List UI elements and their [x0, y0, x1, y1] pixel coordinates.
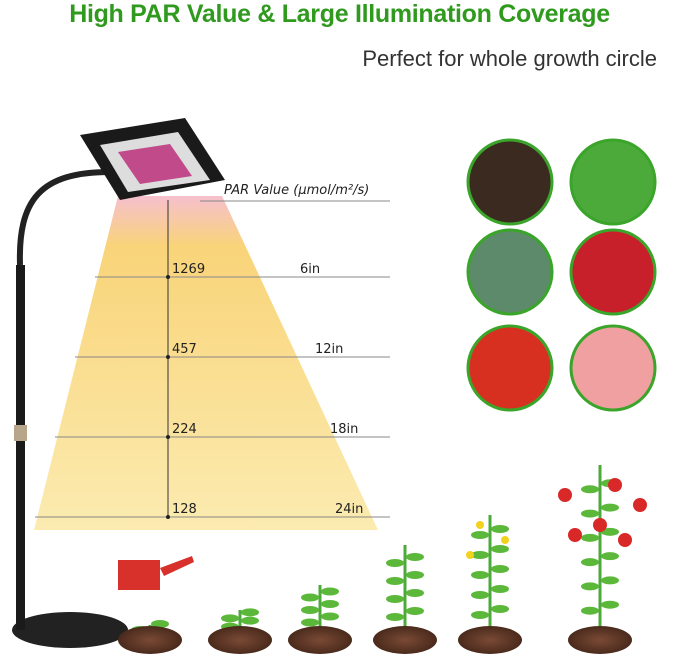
tomato-fruit — [608, 478, 622, 492]
par-value: 457 — [172, 342, 197, 357]
growth-stage-plant — [118, 620, 182, 654]
watering-can-icon — [118, 556, 194, 590]
light-cone — [34, 196, 378, 530]
lamp-stand — [12, 169, 128, 648]
tomato-fruit — [558, 488, 572, 502]
level-marker — [166, 355, 170, 359]
flower — [466, 551, 474, 559]
seedling-photo — [466, 138, 554, 226]
flower — [501, 536, 509, 544]
level-marker — [166, 515, 170, 519]
tomato-fruit — [593, 518, 607, 532]
tomato-fruit — [633, 498, 647, 512]
par-value: 128 — [172, 502, 197, 517]
grow-lamp-head — [80, 118, 225, 200]
distance-label: 24in — [335, 502, 363, 517]
level-marker — [166, 435, 170, 439]
growth-stage-plant — [208, 608, 272, 654]
tomato-fruit — [568, 528, 582, 542]
distance-label: 18in — [330, 422, 358, 437]
soil-mound — [568, 626, 632, 654]
page-title: High PAR Value & Large Illumination Cove… — [69, 0, 610, 28]
level-marker — [166, 275, 170, 279]
soil-mound — [288, 626, 352, 654]
soil-mound — [373, 626, 437, 654]
distance-label: 6in — [300, 262, 320, 277]
succulents-photo — [466, 228, 554, 316]
soil-mound — [458, 626, 522, 654]
par-value: 1269 — [172, 262, 205, 277]
mint-photo — [569, 138, 657, 226]
growth-stage-plant — [288, 585, 352, 654]
distance-label: 12in — [315, 342, 343, 357]
soil-mound — [118, 626, 182, 654]
growth-stage-plant — [373, 545, 437, 654]
flower — [476, 521, 484, 529]
page-subtitle: Perfect for whole growth circle — [362, 46, 657, 71]
strawberries-photo — [569, 228, 657, 316]
tomato-fruit — [618, 533, 632, 547]
par-value: 224 — [172, 422, 197, 437]
growth-stage-plant — [558, 465, 647, 654]
flowers-photo — [569, 324, 657, 412]
growth-stage-plant — [458, 515, 522, 654]
tomatoes-photo — [466, 324, 554, 412]
par-axis-label: PAR Value (μmol/m²/s) — [224, 183, 369, 198]
soil-mound — [208, 626, 272, 654]
